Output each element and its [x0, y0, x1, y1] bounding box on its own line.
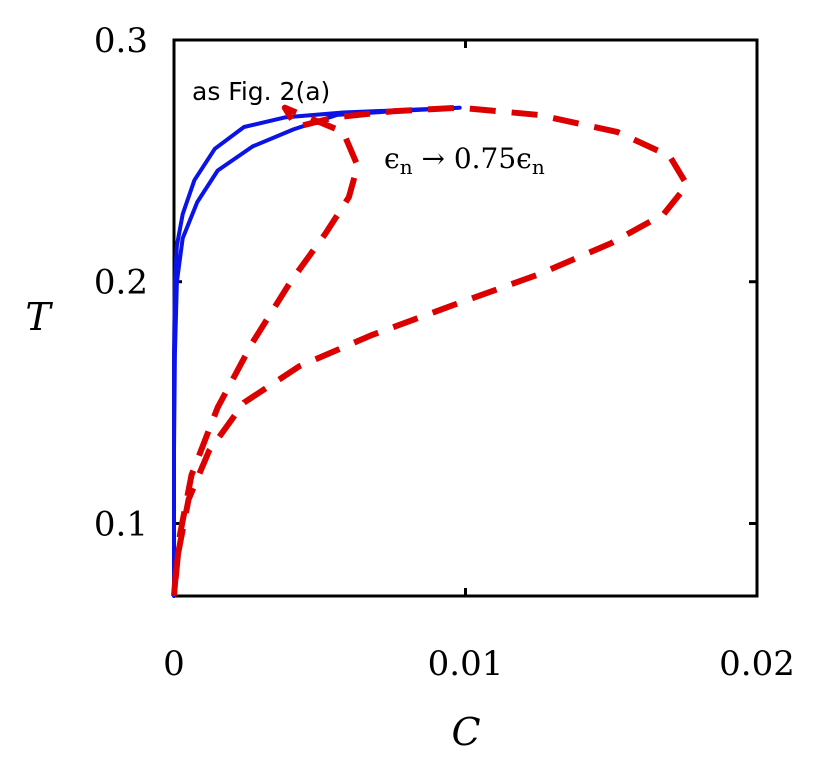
series-line-0 [172, 105, 462, 598]
annotation-epsilon-sub2: n [532, 155, 545, 179]
x-tick-label-0: 0 [163, 644, 185, 684]
series-line-1 [171, 104, 690, 597]
y-tick-label-2: 0.3 [94, 21, 148, 61]
x-axis-label: C [451, 710, 480, 754]
annotation-epsilon-sub1: n [400, 155, 413, 179]
y-axis-label: T [25, 295, 53, 339]
series-group [171, 104, 690, 598]
annotation-as-fig: as Fig. 2(a) [192, 77, 330, 106]
annotation-epsilon-arrow: → 0.75ϵ [413, 142, 532, 175]
annotation-epsilon: ϵn → 0.75ϵn [384, 142, 545, 179]
ticks: 0 0.01 0.02 0.1 0.2 0.3 [94, 21, 795, 684]
y-tick-label-0: 0.1 [94, 504, 148, 544]
annotation-epsilon-symbol: ϵ [384, 142, 400, 175]
x-tick-label-1: 0.01 [428, 644, 504, 684]
y-tick-label-1: 0.2 [94, 263, 148, 303]
x-tick-label-2: 0.02 [719, 644, 795, 684]
